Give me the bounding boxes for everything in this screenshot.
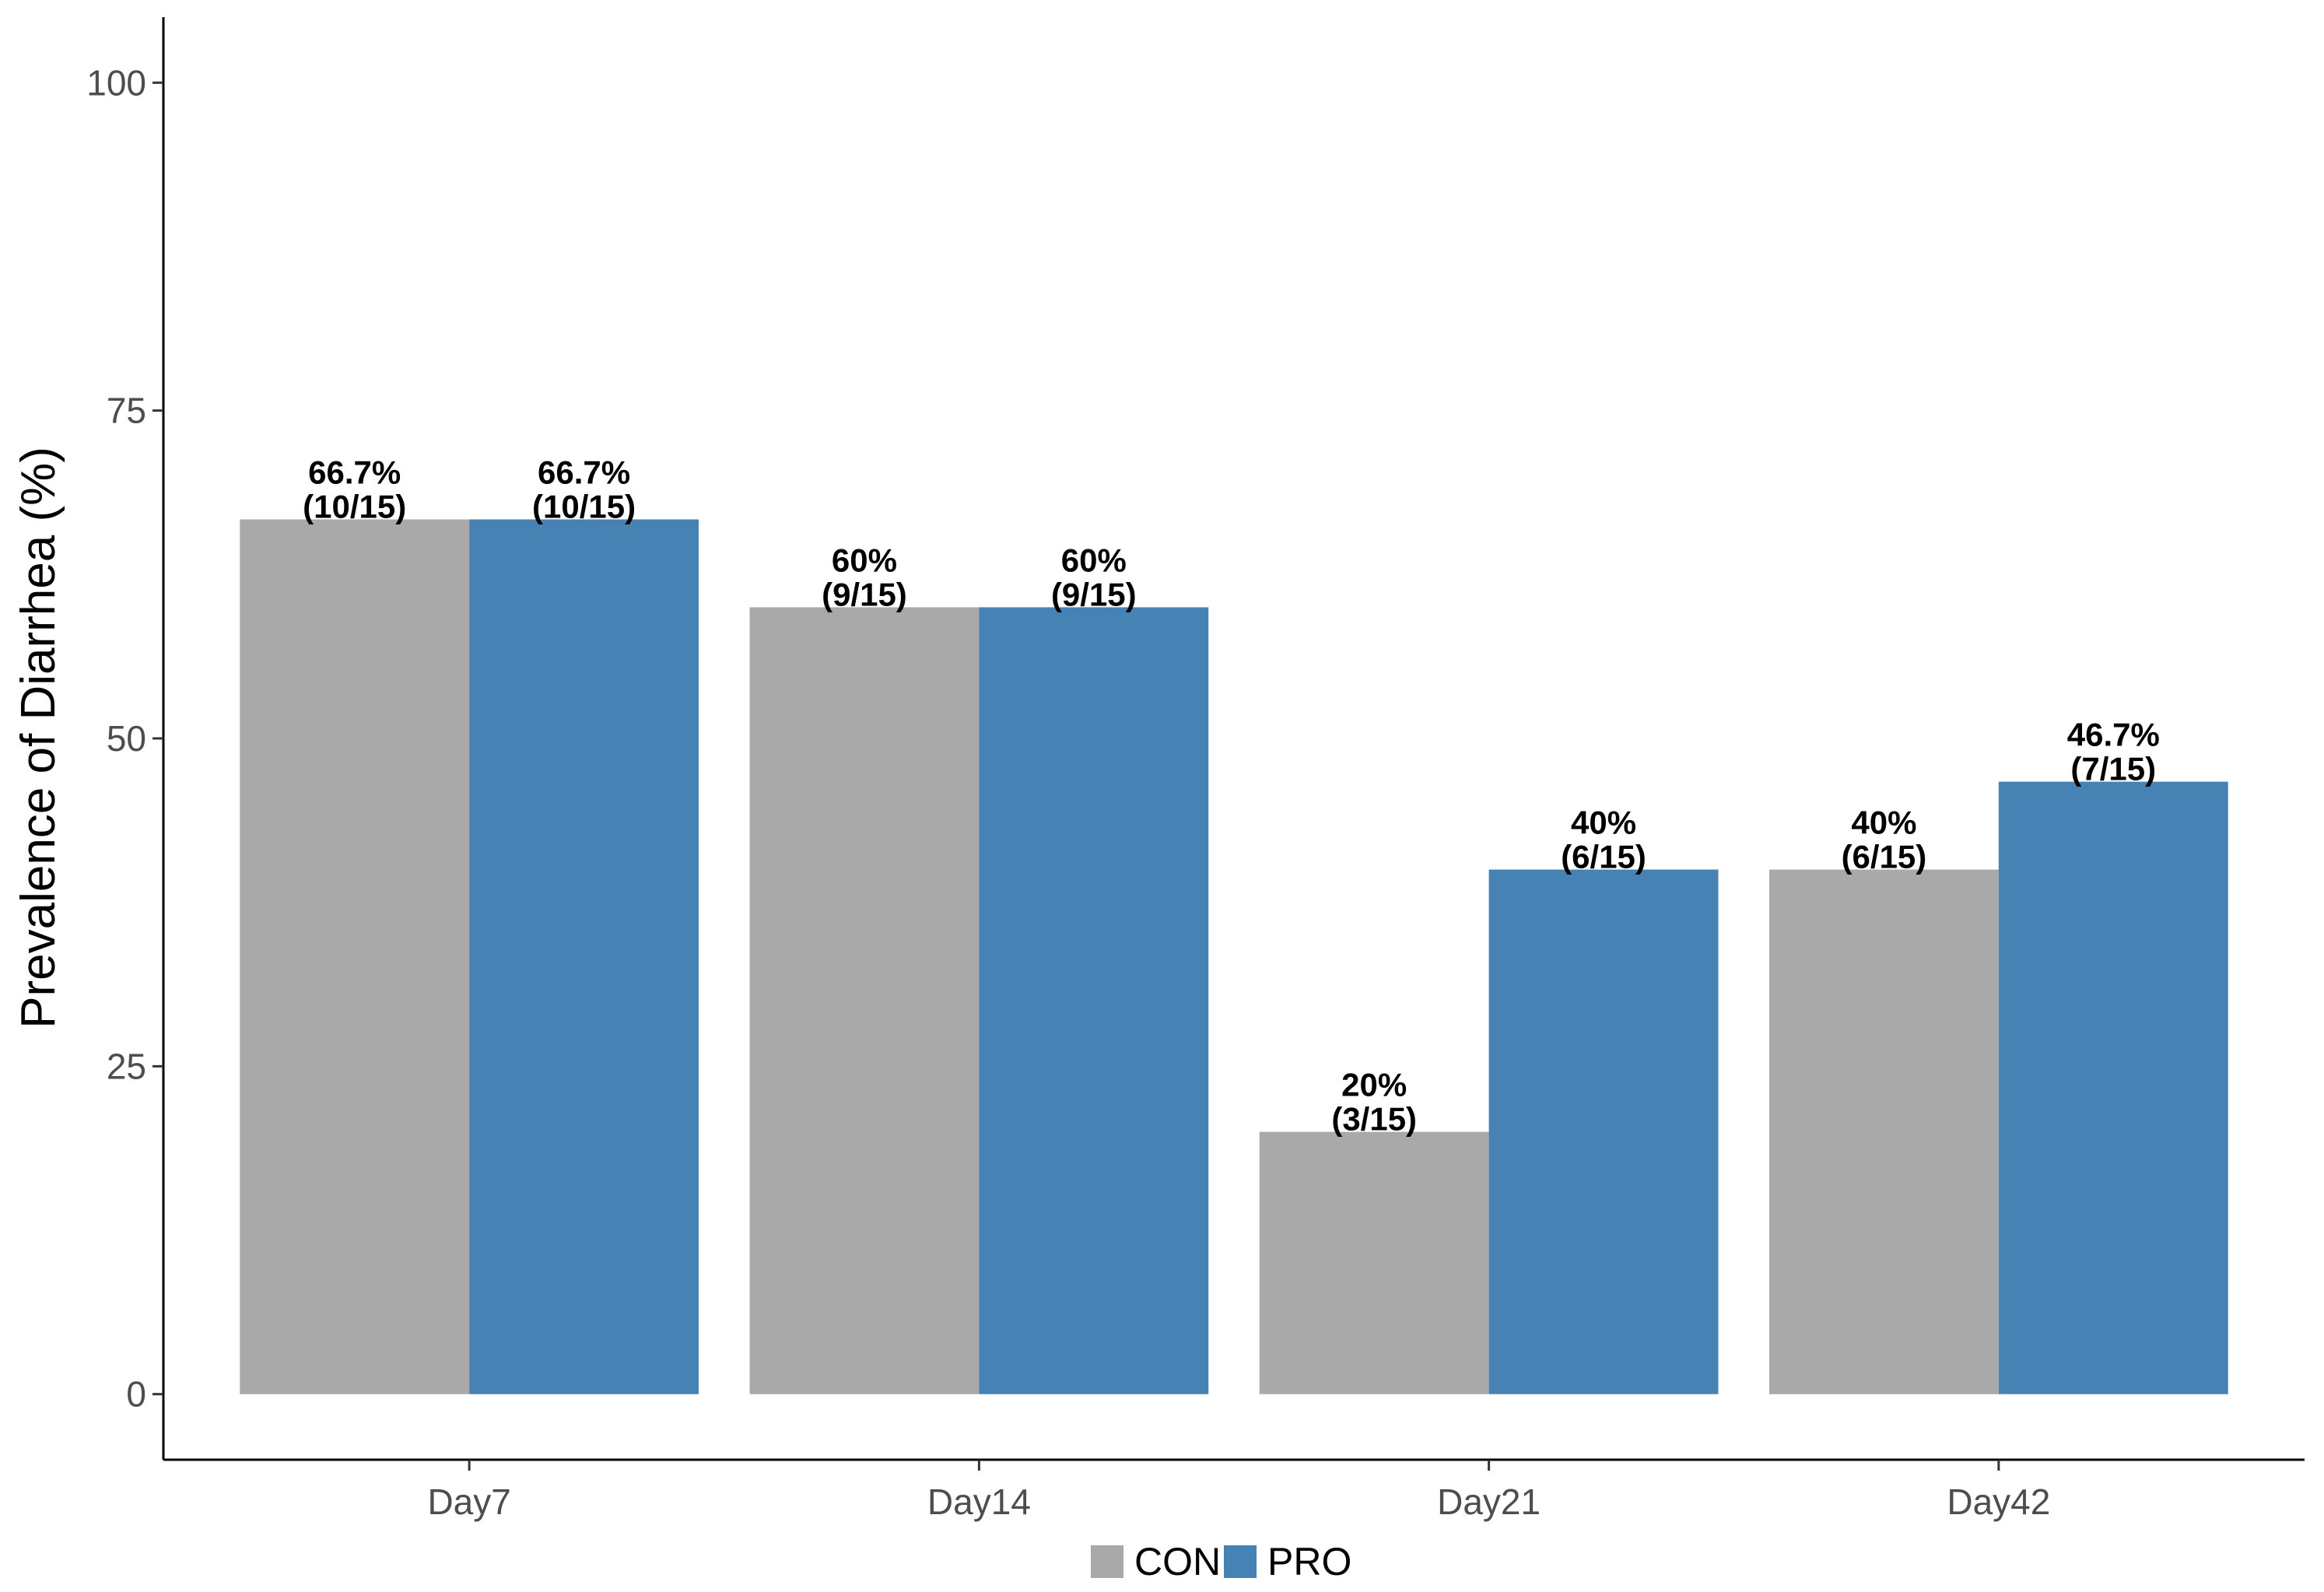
bar-con-day7 [240,519,470,1394]
x-ticks-group: Day7 Day14 Day21 Day42 [427,1460,2050,1522]
y-tick-label: 100 [86,62,146,103]
y-ticks-group: 0 25 50 75 100 [86,62,163,1415]
bar-pro-day21 [1488,869,1719,1394]
x-tick-label: Day7 [427,1482,510,1522]
bar-label-con-day14: 60% (9/15) [822,542,907,612]
y-axis-title: Prevalence of Diarrhea (%) [12,447,65,1029]
bar-label-pro-day14: 60% (9/15) [1051,542,1137,612]
legend-swatch-con [1091,1545,1123,1578]
y-tick-label: 75 [107,391,146,431]
y-tick-label: 25 [107,1046,146,1086]
bar-label-con-day21: 20% (3/15) [1331,1067,1417,1138]
bar-con-day14 [749,607,980,1394]
y-tick-label: 0 [126,1374,146,1415]
x-tick-label: Day14 [927,1482,1031,1522]
legend-label-pro: PRO [1267,1540,1351,1583]
x-tick-label: Day21 [1437,1482,1541,1522]
x-tick-label: Day42 [1947,1482,2050,1522]
bar-labels-group: 66.7% (10/15) 60% (9/15) 20% (3/15) 40% (6/15) 6… [303,454,2160,1138]
bars-group [240,519,2228,1394]
bar-pro-day7 [469,519,699,1394]
legend: CON PRO [1091,1540,1351,1583]
bar-label-pro-day7: 66.7% (10/15) [532,454,636,525]
legend-swatch-pro [1224,1545,1257,1578]
bar-label-con-day42: 40% (6/15) [1842,805,1927,875]
bar-label-con-day7: 66.7% (10/15) [303,454,406,525]
legend-label-con: CON [1134,1540,1221,1583]
bar-label-pro-day42: 46.7% (7/15) [2067,717,2160,787]
bar-pro-day42 [1998,781,2228,1394]
y-tick-label: 50 [107,718,146,759]
bar-pro-day14 [979,607,1209,1394]
bar-label-pro-day21: 40% (6/15) [1561,805,1646,875]
bar-con-day21 [1259,1131,1489,1394]
bar-con-day42 [1769,869,1999,1394]
